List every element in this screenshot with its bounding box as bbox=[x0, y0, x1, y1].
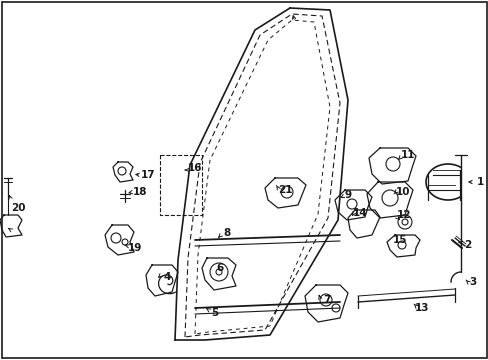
Text: 11: 11 bbox=[400, 150, 414, 160]
Text: 4: 4 bbox=[163, 272, 170, 282]
Text: 6: 6 bbox=[216, 263, 223, 273]
Text: 7: 7 bbox=[323, 295, 330, 305]
Text: 10: 10 bbox=[395, 187, 409, 197]
Text: 9: 9 bbox=[344, 190, 351, 200]
Text: 8: 8 bbox=[223, 228, 230, 238]
Text: 20: 20 bbox=[11, 203, 25, 213]
Text: 2: 2 bbox=[464, 240, 470, 250]
Text: 16: 16 bbox=[187, 163, 202, 173]
Text: 1: 1 bbox=[475, 177, 483, 187]
Text: 5: 5 bbox=[211, 308, 218, 318]
Text: 12: 12 bbox=[396, 210, 410, 220]
Text: 17: 17 bbox=[141, 170, 155, 180]
Text: 21: 21 bbox=[277, 185, 292, 195]
Text: 13: 13 bbox=[414, 303, 428, 313]
Text: 18: 18 bbox=[132, 187, 147, 197]
Text: 3: 3 bbox=[468, 277, 476, 287]
Text: 19: 19 bbox=[127, 243, 142, 253]
Text: 15: 15 bbox=[392, 235, 407, 245]
Bar bbox=[160, 155, 202, 215]
Text: 14: 14 bbox=[352, 208, 366, 218]
